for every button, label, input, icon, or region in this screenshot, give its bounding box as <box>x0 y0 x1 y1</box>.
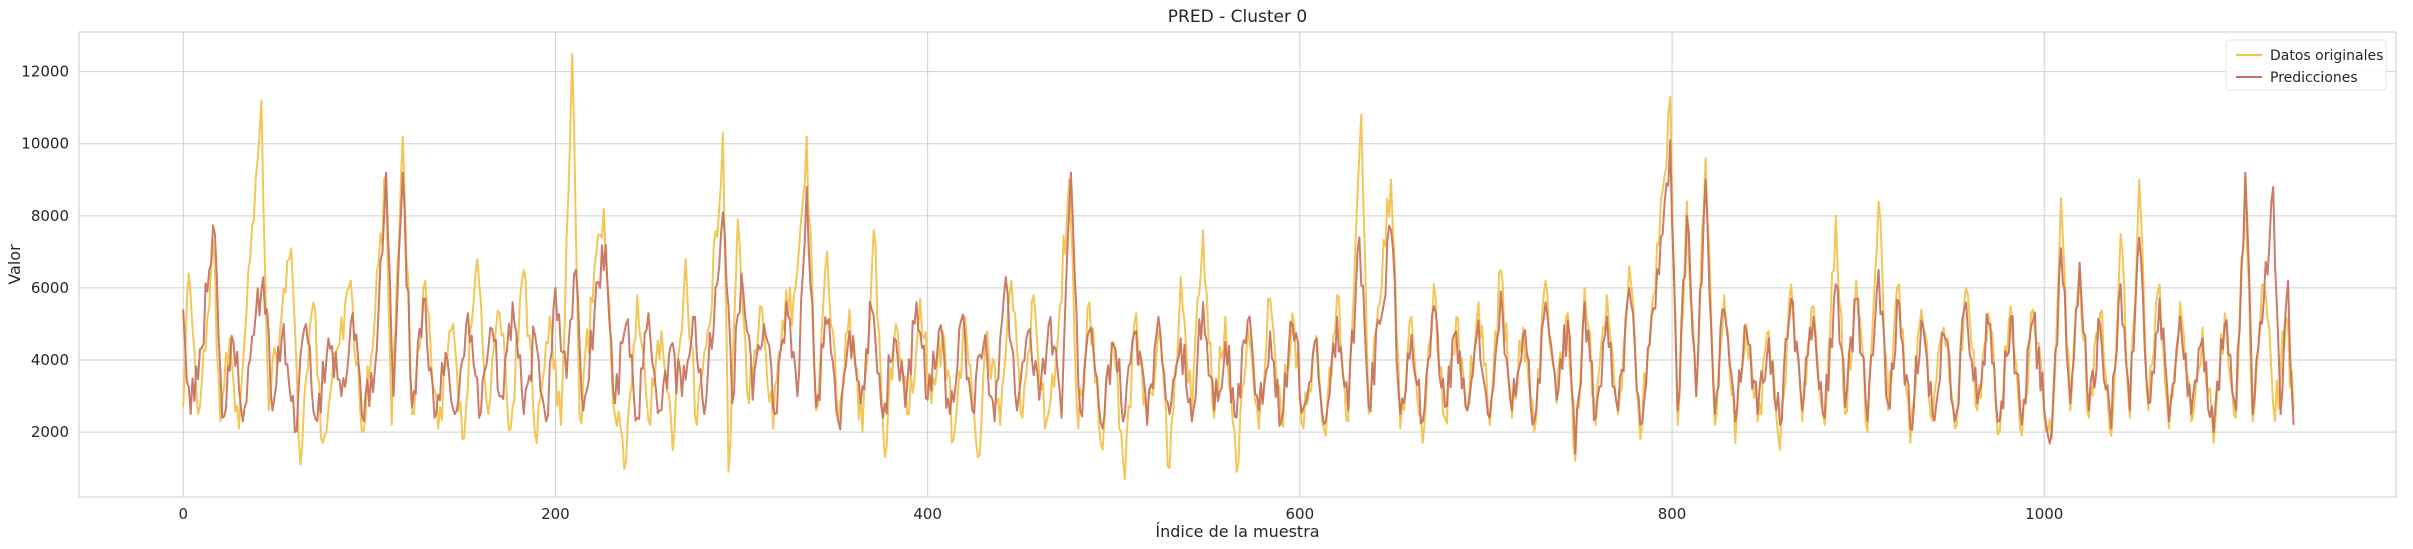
x-tick-label: 0 <box>178 505 188 523</box>
y-axis-label: Valor <box>5 244 24 285</box>
x-tick-label: 200 <box>541 505 570 523</box>
y-tick-label: 8000 <box>31 207 69 225</box>
x-axis-ticks: 0 200 400 600 800 1000 <box>178 505 2063 523</box>
y-tick-label: 6000 <box>31 279 69 297</box>
legend-box <box>2225 39 2387 91</box>
y-tick-label: 4000 <box>31 351 69 369</box>
legend-label-original: Datos originales <box>2270 48 2383 64</box>
y-tick-label: 10000 <box>21 135 69 153</box>
x-axis-label: Índice de la muestra <box>1155 522 1319 541</box>
x-tick-label: 400 <box>913 505 942 523</box>
plot-frame <box>78 31 2397 498</box>
y-axis-ticks: 2000 4000 6000 8000 10000 12000 <box>21 63 69 441</box>
chart-title: PRED - Cluster 0 <box>1168 7 1307 27</box>
series-line-original <box>182 52 2295 480</box>
series-layer <box>182 52 2295 480</box>
legend-label-predictions: Predicciones <box>2270 70 2358 86</box>
y-tick-label: 12000 <box>21 63 69 81</box>
series-line-pred <box>182 139 2295 455</box>
legend: Datos originales Predicciones <box>2225 39 2387 91</box>
x-tick-label: 1000 <box>2025 505 2063 523</box>
x-tick-label: 800 <box>1658 505 1687 523</box>
y-tick-label: 2000 <box>31 423 69 441</box>
x-tick-label: 600 <box>1286 505 1315 523</box>
